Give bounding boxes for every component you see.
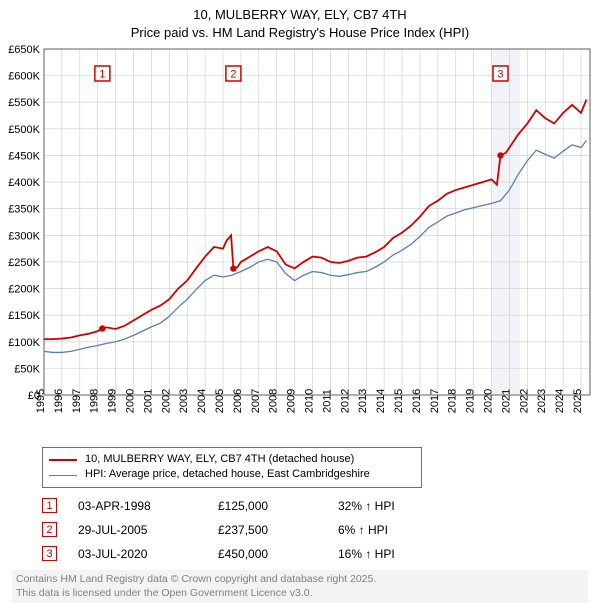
title-subtitle: Price paid vs. HM Land Registry's House … — [0, 24, 600, 42]
marker-dot-1 — [99, 325, 105, 331]
marker-dot-2 — [230, 265, 236, 271]
x-tick-label: 2012 — [339, 389, 351, 413]
x-tick-label: 2025 — [572, 389, 584, 413]
transaction-price: £125,000 — [218, 499, 338, 513]
y-tick-label: £350K — [8, 204, 40, 216]
y-tick-label: £50K — [14, 363, 40, 375]
attribution-footer: Contains HM Land Registry data © Crown c… — [12, 570, 588, 603]
y-tick-label: £450K — [8, 151, 40, 163]
x-tick-label: 1997 — [71, 389, 83, 413]
transaction-row: 3 03-JUL-2020£450,00016% ↑ HPI — [42, 542, 588, 566]
chart-title: 10, MULBERRY WAY, ELY, CB7 4TH Price pai… — [0, 0, 600, 41]
footer-line2: This data is licensed under the Open Gov… — [16, 587, 584, 601]
x-tick-label: 2017 — [429, 389, 441, 413]
legend: 10, MULBERRY WAY, ELY, CB7 4TH (detached… — [42, 447, 422, 488]
x-tick-label: 2007 — [250, 389, 262, 413]
transaction-marker: 3 — [42, 546, 57, 561]
x-tick-label: 2009 — [286, 389, 298, 413]
marker-flag-label-1: 1 — [99, 69, 105, 81]
x-tick-label: 1996 — [53, 389, 65, 413]
transaction-diff: 6% ↑ HPI — [338, 523, 478, 537]
y-tick-label: £600K — [8, 71, 40, 83]
transaction-date: 03-APR-1998 — [78, 499, 218, 513]
x-tick-label: 1999 — [107, 389, 119, 413]
transaction-date: 29-JUL-2005 — [78, 523, 218, 537]
x-tick-label: 2021 — [500, 389, 512, 413]
x-tick-label: 2019 — [465, 389, 477, 413]
x-tick-label: 2010 — [304, 389, 316, 413]
legend-row: HPI: Average price, detached house, East… — [49, 467, 415, 482]
transaction-table: 1 03-APR-1998£125,00032% ↑ HPI 2 29-JUL-200… — [42, 494, 588, 566]
y-tick-label: £250K — [8, 257, 40, 269]
y-tick-label: £500K — [8, 124, 40, 136]
x-tick-label: 2011 — [321, 389, 333, 413]
legend-swatch — [49, 459, 77, 461]
x-tick-label: 2018 — [447, 389, 459, 413]
x-tick-label: 2008 — [268, 389, 280, 413]
plot-area: £0£50K£100K£150K£200K£250K£300K£350K£400… — [0, 41, 600, 439]
x-tick-label: 2020 — [483, 389, 495, 413]
marker-dot-3 — [497, 152, 503, 158]
x-tick-label: 2015 — [393, 389, 405, 413]
transaction-price: £237,500 — [218, 523, 338, 537]
x-tick-label: 1995 — [35, 389, 47, 413]
x-tick-label: 2022 — [518, 389, 530, 413]
y-tick-label: £650K — [8, 44, 40, 56]
transaction-diff: 32% ↑ HPI — [338, 499, 478, 513]
legend-label: HPI: Average price, detached house, East… — [85, 467, 370, 482]
legend-label: 10, MULBERRY WAY, ELY, CB7 4TH (detached… — [85, 452, 354, 467]
transaction-marker: 2 — [42, 522, 57, 537]
x-tick-label: 2005 — [214, 389, 226, 413]
transaction-row: 1 03-APR-1998£125,00032% ↑ HPI — [42, 494, 588, 518]
x-tick-label: 2006 — [232, 389, 244, 413]
chart-root: 10, MULBERRY WAY, ELY, CB7 4TH Price pai… — [0, 0, 600, 590]
x-tick-label: 2001 — [142, 389, 154, 413]
marker-flag-label-2: 2 — [230, 69, 236, 81]
x-tick-label: 2013 — [357, 389, 369, 413]
y-tick-label: £550K — [8, 97, 40, 109]
x-tick-label: 2002 — [160, 389, 172, 413]
legend-row: 10, MULBERRY WAY, ELY, CB7 4TH (detached… — [49, 452, 415, 467]
y-tick-label: £150K — [8, 310, 40, 322]
x-tick-label: 2004 — [196, 389, 208, 413]
y-tick-label: £300K — [8, 230, 40, 242]
x-tick-label: 2003 — [178, 389, 190, 413]
transaction-date: 03-JUL-2020 — [78, 547, 218, 561]
title-address: 10, MULBERRY WAY, ELY, CB7 4TH — [0, 6, 600, 24]
transaction-diff: 16% ↑ HPI — [338, 547, 478, 561]
chart-svg: £0£50K£100K£150K£200K£250K£300K£350K£400… — [0, 41, 600, 439]
x-tick-label: 2014 — [375, 389, 387, 413]
transaction-marker: 1 — [42, 498, 57, 513]
transaction-row: 2 29-JUL-2005£237,5006% ↑ HPI — [42, 518, 588, 542]
x-tick-label: 2023 — [536, 389, 548, 413]
y-tick-label: £100K — [8, 337, 40, 349]
transaction-price: £450,000 — [218, 547, 338, 561]
x-tick-label: 2000 — [125, 389, 137, 413]
footer-line1: Contains HM Land Registry data © Crown c… — [16, 573, 584, 587]
legend-swatch — [49, 475, 77, 476]
y-tick-label: £200K — [8, 284, 40, 296]
x-tick-label: 2024 — [554, 389, 566, 413]
x-tick-label: 2016 — [411, 389, 423, 413]
y-tick-label: £400K — [8, 177, 40, 189]
marker-flag-label-3: 3 — [497, 69, 503, 81]
highlight-band — [492, 49, 521, 395]
x-tick-label: 1998 — [89, 389, 101, 413]
